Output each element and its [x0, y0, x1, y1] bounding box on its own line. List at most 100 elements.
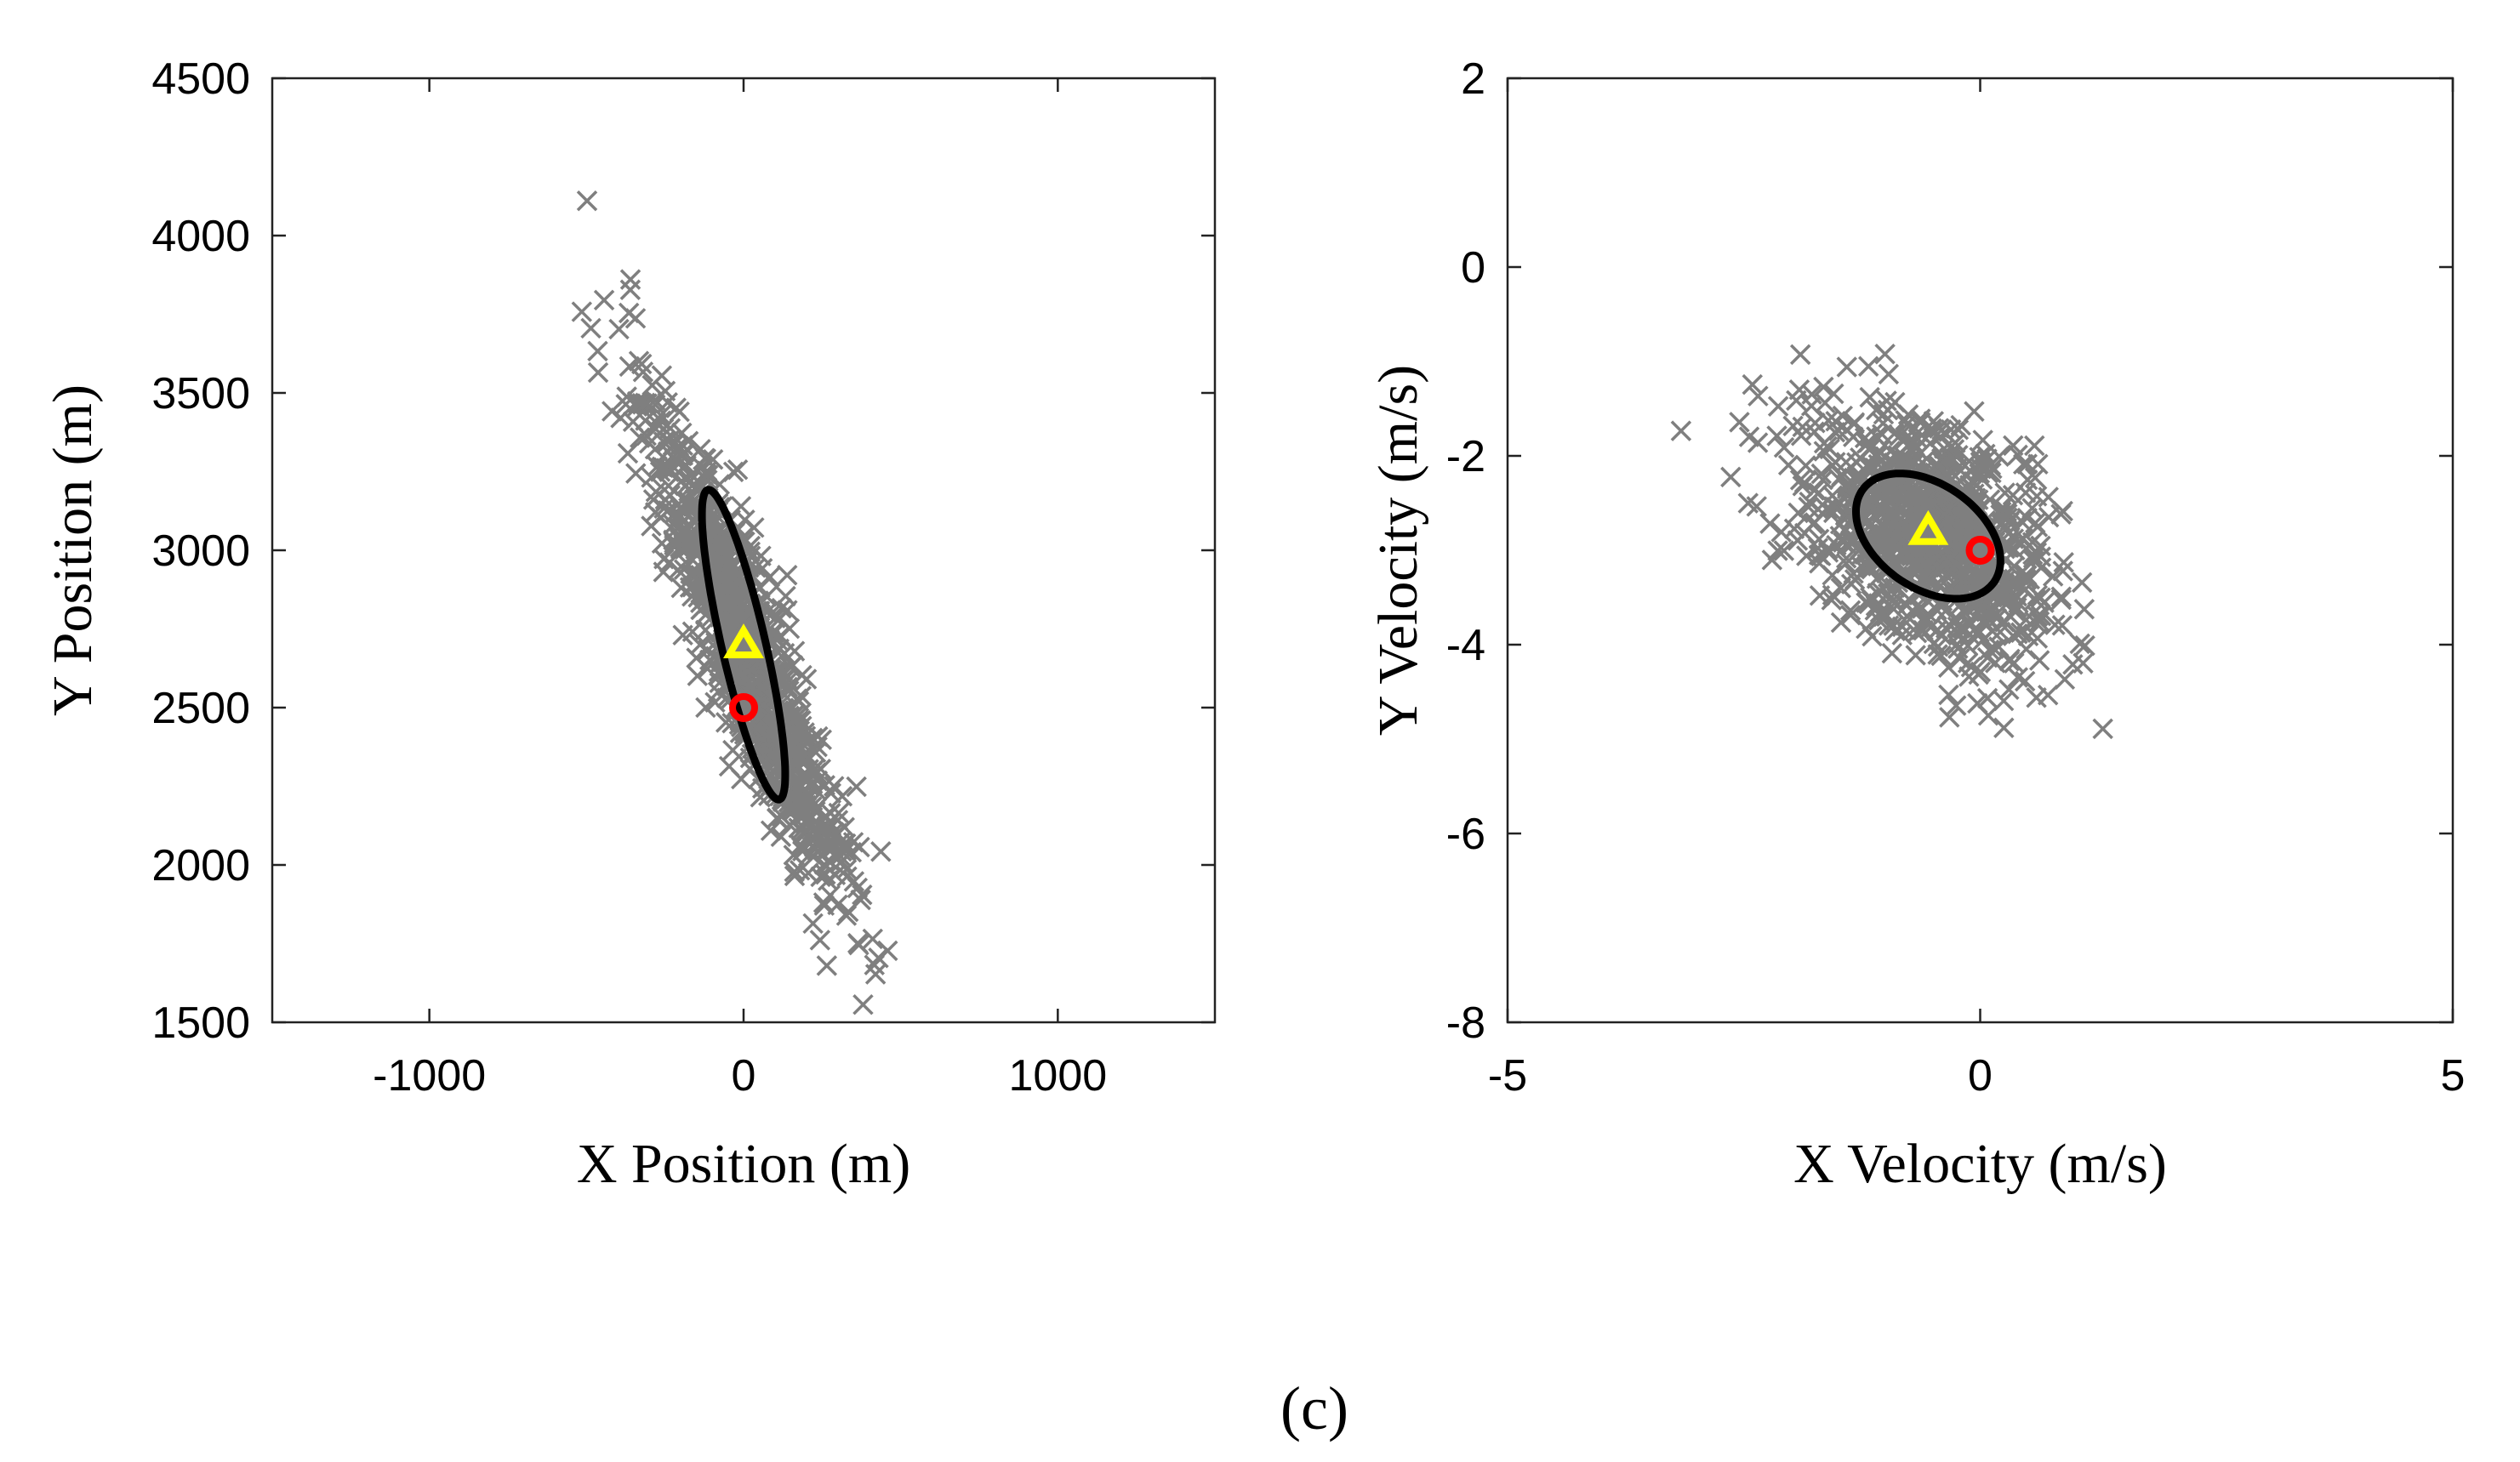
- velocity-true-circle: [1965, 536, 1995, 565]
- sample-marker: [819, 812, 841, 833]
- position-plot: -1000 0 1000 1500 2000 2500 3000 3500 4000 4500 X…: [42, 54, 1217, 1195]
- sample-marker: [668, 436, 689, 458]
- sample-marker: [1938, 657, 1959, 679]
- sample-marker: [849, 836, 870, 858]
- sample-marker: [1990, 504, 2011, 526]
- y-tick-label: 2500: [151, 684, 250, 733]
- sample-marker: [1859, 587, 1881, 608]
- sample-marker: [795, 668, 818, 690]
- sample-marker: [1977, 462, 1998, 484]
- sample-marker: [1788, 379, 1810, 401]
- position-true-circle: [729, 693, 758, 722]
- sample-marker: [765, 607, 786, 629]
- sample-marker: [1742, 373, 1764, 395]
- sample-marker: [1939, 707, 1960, 728]
- sample-marker: [1861, 625, 1883, 647]
- sample-marker: [1927, 635, 1949, 657]
- sample-marker: [2024, 467, 2046, 488]
- sample-marker: [1945, 695, 1967, 716]
- sample-marker: [721, 557, 743, 579]
- sample-marker: [852, 884, 873, 906]
- sample-marker: [1759, 513, 1781, 534]
- sample-marker: [1907, 428, 1929, 450]
- sample-marker: [755, 586, 778, 607]
- sample-marker: [786, 688, 808, 709]
- sample-marker: [635, 392, 656, 414]
- sample-marker: [1747, 385, 1769, 407]
- sample-marker: [1883, 598, 1904, 620]
- sample-marker: [1874, 343, 1896, 365]
- sample-marker: [1857, 356, 1879, 377]
- y-tick-label: -2: [1446, 432, 1485, 481]
- position-ticks: -1000 0 1000 1500 2000 2500 3000 3500 4000 4500: [151, 54, 1215, 1101]
- sample-marker: [2038, 486, 2059, 508]
- sample-marker: [1878, 363, 1900, 385]
- sample-marker: [777, 564, 798, 586]
- sample-marker: [1738, 426, 1760, 447]
- sample-marker: [1902, 619, 1924, 640]
- sample-marker: [710, 538, 733, 560]
- sample-marker: [1918, 499, 1939, 521]
- sample-marker: [824, 864, 847, 886]
- sample-marker: [809, 930, 831, 951]
- sample-marker: [1826, 534, 1847, 556]
- y-tick-label: 4500: [151, 54, 250, 104]
- sample-marker: [619, 269, 641, 290]
- sample-marker: [2027, 453, 2049, 475]
- sample-marker: [2051, 615, 2073, 636]
- sample-marker: [619, 279, 641, 300]
- velocity-covariance-ellipse: [1851, 469, 2004, 603]
- sample-marker: [1809, 585, 1831, 606]
- sample-marker: [814, 775, 835, 796]
- sample-marker: [1966, 622, 1987, 644]
- velocity-plot: -5 0 5 -8 -6 -4 -2 0 2 X Velocity (m/s) Y Veloci…: [1367, 54, 2465, 1195]
- sample-marker: [576, 190, 598, 212]
- sample-marker: [1823, 383, 1844, 405]
- x-tick-label: 1000: [1008, 1051, 1107, 1101]
- sample-marker: [760, 720, 782, 742]
- sample-marker: [1844, 412, 1866, 433]
- sample-marker: [1969, 447, 1990, 468]
- sample-marker: [819, 802, 841, 824]
- sample-marker: [1835, 553, 1857, 574]
- sample-marker: [734, 509, 755, 531]
- sample-marker: [848, 934, 869, 956]
- sample-marker: [730, 496, 752, 517]
- sample-marker: [2030, 605, 2052, 627]
- y-tick-label: -6: [1446, 810, 1485, 859]
- sample-marker: [835, 858, 858, 880]
- sample-marker: [796, 749, 818, 771]
- sample-marker: [1896, 594, 1918, 616]
- sample-marker: [2052, 560, 2073, 582]
- sample-marker: [820, 851, 841, 873]
- sample-marker: [1879, 501, 1901, 522]
- position-estimate-triangle: [723, 623, 764, 658]
- sample-marker: [1843, 563, 1864, 584]
- sample-marker: [1890, 531, 1912, 552]
- sample-marker: [760, 820, 782, 841]
- sample-marker: [1928, 557, 1950, 579]
- sample-marker: [791, 715, 812, 737]
- x-tick-label: 0: [732, 1051, 756, 1101]
- sample-marker: [750, 677, 772, 698]
- sample-marker: [587, 361, 609, 384]
- sample-marker: [1767, 540, 1788, 561]
- sample-marker: [2038, 506, 2060, 528]
- figure-panel-label: (c): [1280, 1374, 1348, 1442]
- sample-marker: [704, 512, 726, 534]
- sample-marker: [2027, 606, 2049, 628]
- sample-marker: [795, 745, 817, 767]
- sample-marker: [1808, 528, 1830, 550]
- sample-marker: [675, 518, 696, 539]
- sample-marker: [662, 435, 684, 456]
- sample-marker: [593, 289, 615, 311]
- sample-marker: [653, 561, 675, 583]
- sample-marker: [1938, 684, 1959, 706]
- sample-marker: [1821, 589, 1843, 611]
- x-tick-label: 0: [1968, 1051, 1993, 1101]
- sample-marker: [1810, 463, 1833, 485]
- x-tick-label: -1000: [373, 1051, 486, 1101]
- sample-marker: [1877, 399, 1899, 421]
- y-tick-label: 2000: [151, 841, 250, 890]
